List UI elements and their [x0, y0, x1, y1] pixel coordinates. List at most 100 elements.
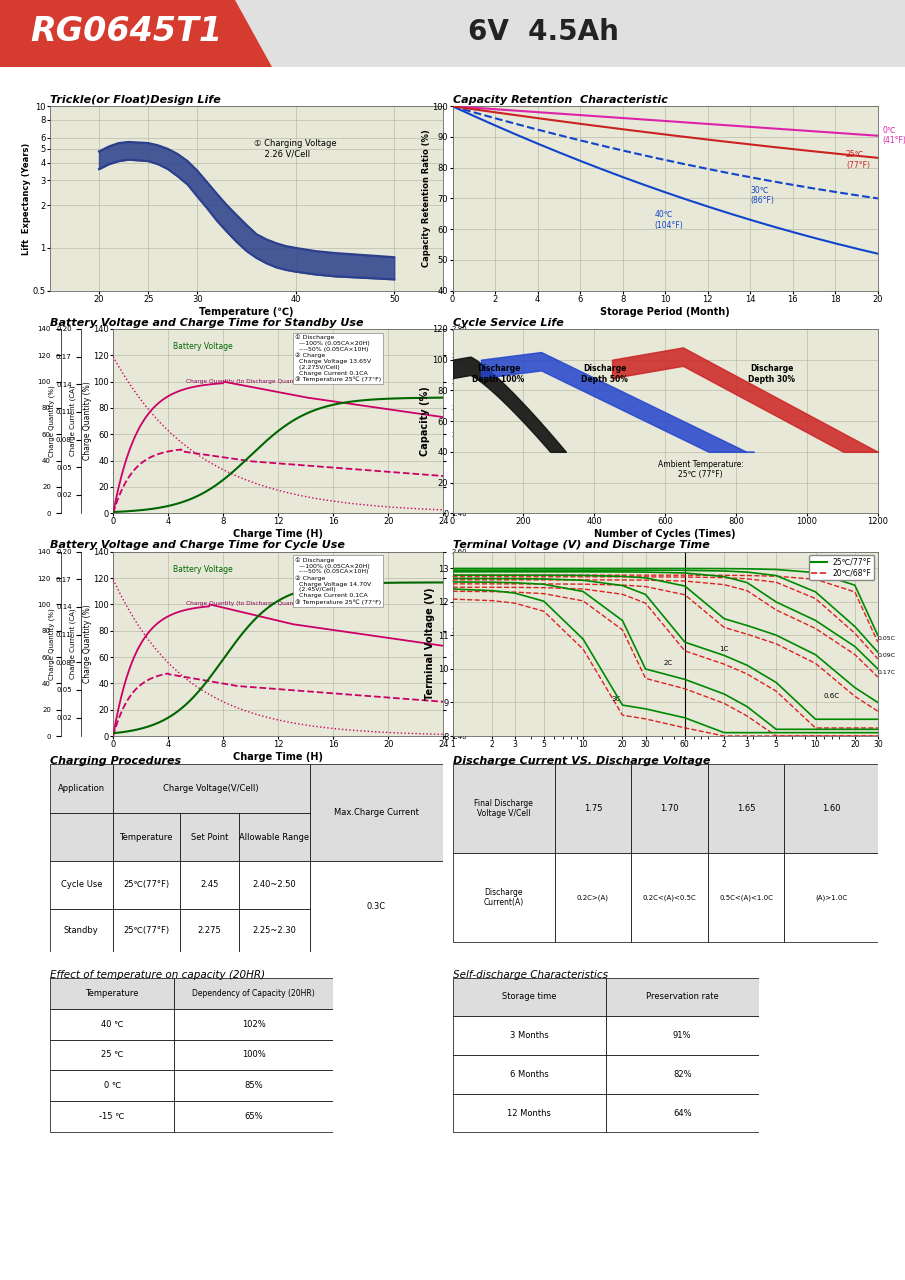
Text: 2.25~2.30: 2.25~2.30: [252, 925, 296, 934]
Text: 91%: 91%: [673, 1032, 691, 1041]
Bar: [708, 764, 785, 854]
Text: 30℃
(86°F): 30℃ (86°F): [750, 186, 774, 205]
Bar: [113, 909, 180, 952]
Text: Self-discharge Characteristics: Self-discharge Characteristics: [452, 970, 607, 980]
Text: Temperature: Temperature: [119, 833, 173, 842]
Bar: [175, 1070, 333, 1101]
Text: 25℃(77°F): 25℃(77°F): [123, 925, 169, 934]
Bar: [605, 1016, 758, 1055]
Bar: [175, 978, 333, 1009]
Text: Application: Application: [58, 785, 105, 794]
Text: 25 ℃: 25 ℃: [100, 1051, 123, 1060]
Text: Charge Quantity (%): Charge Quantity (%): [48, 608, 55, 680]
Bar: [605, 1055, 758, 1093]
Text: Charge Voltage(V/Cell): Charge Voltage(V/Cell): [164, 785, 259, 794]
Bar: [180, 909, 239, 952]
Y-axis label: Charge Quantity (%): Charge Quantity (%): [83, 604, 91, 684]
Legend: 25℃/77°F, 20℃/68°F: 25℃/77°F, 20℃/68°F: [809, 556, 874, 580]
Text: Standby: Standby: [64, 925, 99, 934]
Bar: [452, 764, 555, 854]
X-axis label: Number of Cycles (Times): Number of Cycles (Times): [595, 529, 736, 539]
Y-axis label: Capacity (%): Capacity (%): [420, 387, 430, 456]
Text: Cycle Service Life: Cycle Service Life: [452, 317, 563, 328]
Text: Discharge Current VS. Discharge Voltage: Discharge Current VS. Discharge Voltage: [452, 756, 710, 767]
Text: 65%: 65%: [244, 1112, 263, 1121]
Bar: [50, 764, 113, 814]
Bar: [452, 978, 605, 1016]
Bar: [180, 814, 239, 861]
Bar: [50, 978, 175, 1009]
Text: Dependency of Capacity (20HR): Dependency of Capacity (20HR): [193, 988, 315, 997]
Text: 1.70: 1.70: [660, 804, 679, 813]
Text: Max.Charge Current: Max.Charge Current: [334, 808, 419, 817]
Text: Battery Voltage: Battery Voltage: [173, 564, 233, 573]
Y-axis label: Battery Voltage
(V)/Per Cell: Battery Voltage (V)/Per Cell: [468, 394, 481, 448]
Bar: [708, 854, 785, 942]
Y-axis label: Battery Voltage
(V)/Per Cell: Battery Voltage (V)/Per Cell: [468, 617, 481, 671]
Text: ① Charging Voltage
    2.26 V/Cell: ① Charging Voltage 2.26 V/Cell: [254, 140, 337, 159]
Bar: [452, 1055, 605, 1093]
Text: ① Discharge
  —100% (0.05CA×20H)
  ----50% (0.05CA×10H)
② Charge
  Charge Voltag: ① Discharge —100% (0.05CA×20H) ----50% (…: [295, 557, 381, 604]
Text: Discharge
Depth 50%: Discharge Depth 50%: [582, 365, 628, 384]
Text: 1C: 1C: [719, 646, 729, 652]
Text: 3C: 3C: [612, 696, 621, 701]
Text: 0 ℃: 0 ℃: [103, 1082, 120, 1091]
Text: 0.6C: 0.6C: [824, 692, 840, 699]
Text: Ambient Temperature:
25℃ (77°F): Ambient Temperature: 25℃ (77°F): [658, 460, 744, 480]
Text: Final Discharge
Voltage V/Cell: Final Discharge Voltage V/Cell: [474, 799, 533, 818]
Text: 1.60: 1.60: [822, 804, 841, 813]
Text: Battery Voltage and Charge Time for Cycle Use: Battery Voltage and Charge Time for Cycl…: [50, 540, 345, 550]
Bar: [50, 1070, 175, 1101]
Y-axis label: Capacity Retention Ratio (%): Capacity Retention Ratio (%): [423, 129, 431, 268]
Text: Charge Quantity (%): Charge Quantity (%): [48, 385, 55, 457]
Text: 0.05C: 0.05C: [878, 636, 896, 641]
Text: Preservation rate: Preservation rate: [646, 992, 719, 1001]
X-axis label: Charge Time (H): Charge Time (H): [233, 529, 323, 539]
Bar: [50, 814, 113, 861]
Text: Discharge
Depth 100%: Discharge Depth 100%: [472, 365, 525, 384]
Text: 102%: 102%: [242, 1020, 266, 1029]
Text: 6V  4.5Ah: 6V 4.5Ah: [468, 18, 618, 46]
Text: 82%: 82%: [673, 1070, 691, 1079]
Text: 100%: 100%: [242, 1051, 266, 1060]
Bar: [239, 909, 310, 952]
Text: 0.5C<(A)<1.0C: 0.5C<(A)<1.0C: [719, 895, 773, 901]
Text: 12 Months: 12 Months: [507, 1108, 551, 1117]
Bar: [605, 1093, 758, 1133]
Bar: [555, 854, 631, 942]
Bar: [452, 1093, 605, 1133]
Text: 64%: 64%: [673, 1108, 691, 1117]
Text: 2C: 2C: [664, 659, 673, 666]
Text: Allowable Range: Allowable Range: [239, 833, 310, 842]
Text: 2.275: 2.275: [197, 925, 221, 934]
Text: ① Discharge
  —100% (0.05CA×20H)
  ----50% (0.05CA×10H)
② Charge
  Charge Voltag: ① Discharge —100% (0.05CA×20H) ----50% (…: [295, 334, 381, 381]
Bar: [175, 1009, 333, 1039]
X-axis label: Discharge Time (Min): Discharge Time (Min): [606, 765, 724, 776]
Bar: [310, 764, 443, 861]
Bar: [180, 861, 239, 909]
Bar: [452, 854, 555, 942]
Bar: [50, 1039, 175, 1070]
Bar: [631, 854, 708, 942]
Bar: [175, 1039, 333, 1070]
Text: Cycle Use: Cycle Use: [61, 881, 102, 890]
Text: 40℃
(104°F): 40℃ (104°F): [654, 210, 683, 229]
Text: Trickle(or Float)Design Life: Trickle(or Float)Design Life: [50, 95, 221, 105]
Bar: [239, 861, 310, 909]
Text: 0.2C>(A): 0.2C>(A): [576, 895, 609, 901]
Text: Battery Voltage: Battery Voltage: [173, 342, 233, 351]
Bar: [113, 814, 180, 861]
Y-axis label: Terminal Voltage (V): Terminal Voltage (V): [425, 588, 435, 700]
Text: Discharge
Depth 30%: Discharge Depth 30%: [748, 365, 795, 384]
Bar: [452, 1016, 605, 1055]
Bar: [785, 854, 878, 942]
Text: (A)>1.0C: (A)>1.0C: [815, 895, 847, 901]
Bar: [50, 909, 113, 952]
Text: -15 ℃: -15 ℃: [100, 1112, 125, 1121]
Text: 85%: 85%: [244, 1082, 263, 1091]
Text: 0.17C: 0.17C: [878, 669, 896, 675]
Text: 25℃
(77°F): 25℃ (77°F): [846, 150, 870, 170]
Text: Charge Current (CA): Charge Current (CA): [69, 385, 76, 457]
Bar: [555, 764, 631, 854]
Bar: [631, 764, 708, 854]
